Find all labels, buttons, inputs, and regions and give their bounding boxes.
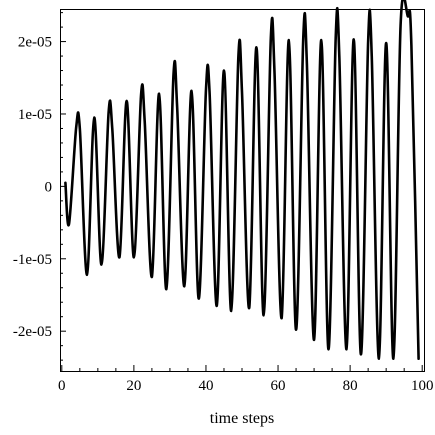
plot-frame — [60, 9, 425, 372]
y-tick-label: -2e-05 — [13, 324, 52, 340]
y-axis-ticks: -2e-05 -1e-05 0 1e-05 2e-05 — [13, 12, 66, 361]
x-tick-label: 80 — [343, 378, 358, 394]
y-tick-label: 1e-05 — [18, 107, 52, 123]
y-tick-label: 2e-05 — [18, 35, 52, 51]
x-axis-ticks: 0 20 40 60 80 100 — [58, 365, 433, 394]
x-tick-label: 100 — [411, 378, 434, 394]
x-tick-label: 60 — [271, 378, 286, 394]
y-tick-label: -1e-05 — [13, 252, 52, 268]
y-tick-label: 0 — [45, 179, 53, 195]
series-line — [64, 0, 420, 360]
x-tick-label: 40 — [198, 378, 213, 394]
x-tick-label: 20 — [126, 378, 141, 394]
x-tick-label: 0 — [58, 378, 66, 394]
x-axis-title: time steps — [210, 410, 274, 427]
series-group — [64, 0, 420, 360]
